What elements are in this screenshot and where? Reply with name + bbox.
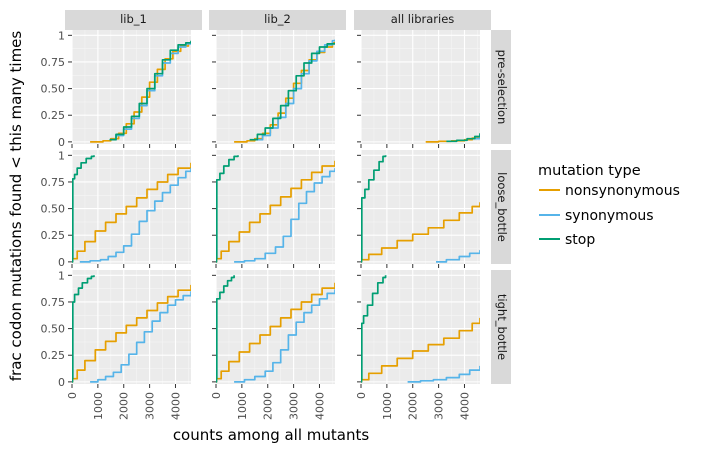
panel-background bbox=[361, 150, 480, 264]
panel-all-libraries-loose-bottle bbox=[360, 150, 480, 264]
y-tick-label: 0.25 bbox=[41, 109, 66, 122]
x-tick-label: 1000 bbox=[236, 392, 249, 420]
strip-bg-col-all-libraries bbox=[354, 10, 491, 30]
axes-layer: 00.250.500.75100.250.500.75100.250.500.7… bbox=[41, 29, 472, 420]
panel-background bbox=[216, 30, 335, 144]
strip-bg-row-pre-selection bbox=[491, 30, 511, 144]
panel-background bbox=[216, 150, 335, 264]
series-line-nonsynonymous bbox=[72, 284, 191, 383]
series-line-stop bbox=[361, 275, 387, 383]
strip-row-loose-bottle: loose_bottle bbox=[495, 172, 509, 242]
x-tick-label: 2000 bbox=[118, 392, 131, 420]
y-tick-label: 0.75 bbox=[41, 176, 66, 189]
panel-all-libraries-pre-selection bbox=[360, 30, 480, 144]
series-line-stop bbox=[446, 133, 480, 143]
y-tick-label: 0.50 bbox=[41, 203, 66, 216]
series-line-synonymous bbox=[474, 134, 480, 140]
strip-bg-row-loose-bottle bbox=[491, 150, 511, 264]
panel-lib-2-pre-selection bbox=[215, 30, 335, 144]
panels-layer bbox=[71, 30, 480, 384]
series-line-stop bbox=[361, 155, 387, 263]
x-tick-label: 2000 bbox=[262, 392, 275, 420]
legend-label-nonsynonymous: nonsynonymous bbox=[565, 183, 680, 199]
y-tick-label: 1 bbox=[58, 269, 65, 282]
series-line-synonymous bbox=[90, 291, 191, 383]
facet-strips: lib_1 lib_2 all libraries pre-selection … bbox=[65, 10, 511, 384]
series-line-stop bbox=[72, 155, 95, 263]
y-tick-label: 1 bbox=[58, 29, 65, 42]
series-line-stop bbox=[72, 275, 95, 383]
strip-bg-col-lib-1 bbox=[65, 10, 202, 30]
series-line-stop bbox=[216, 155, 239, 263]
panel-background bbox=[361, 30, 480, 144]
x-tick-label: 4000 bbox=[314, 392, 327, 420]
panel-background bbox=[361, 270, 480, 384]
series-line-nonsynonymous bbox=[216, 160, 335, 263]
x-tick-label: 4000 bbox=[459, 392, 472, 420]
x-axis-title: counts among all mutants bbox=[173, 426, 370, 444]
series-line-synonymous bbox=[436, 250, 480, 263]
strip-bg-row-tight-bottle bbox=[491, 270, 511, 384]
series-line-stop bbox=[216, 275, 235, 383]
series-line-nonsynonymous bbox=[72, 162, 191, 263]
y-tick-label: 0 bbox=[58, 136, 65, 149]
y-tick-label: 0 bbox=[58, 256, 65, 269]
series-line-stop bbox=[249, 42, 335, 141]
legend-title: mutation type bbox=[538, 163, 641, 179]
series-line-nonsynonymous bbox=[361, 317, 480, 383]
legend-label-synonymous: synonymous bbox=[565, 208, 654, 224]
panel-lib-1-loose-bottle bbox=[71, 150, 191, 264]
x-tick-label: 2000 bbox=[407, 392, 420, 420]
series-line-nonsynonymous bbox=[216, 282, 335, 383]
legend-label-stop: stop bbox=[565, 232, 595, 248]
y-tick-label: 1 bbox=[58, 149, 65, 162]
series-line-nonsynonymous bbox=[361, 202, 480, 263]
series-line-synonymous bbox=[79, 168, 191, 263]
y-tick-label: 0.25 bbox=[41, 229, 66, 242]
x-tick-label: 1000 bbox=[381, 392, 394, 420]
x-tick-label: 0 bbox=[210, 392, 223, 399]
strip-col-lib-2: lib_2 bbox=[264, 12, 291, 26]
y-tick-label: 0.75 bbox=[41, 296, 66, 309]
legend: mutation type nonsynonymous synonymous s… bbox=[538, 163, 680, 248]
panel-lib-2-tight-bottle bbox=[215, 270, 335, 384]
x-tick-label: 3000 bbox=[288, 392, 301, 420]
series-line-synonymous bbox=[234, 289, 335, 383]
x-tick-label: 3000 bbox=[433, 392, 446, 420]
strip-col-lib-1: lib_1 bbox=[120, 12, 147, 26]
y-axis-title: frac codon mutations found < this many t… bbox=[7, 31, 25, 382]
y-tick-label: 0.75 bbox=[41, 56, 66, 69]
y-tick-label: 0.50 bbox=[41, 83, 66, 96]
panel-lib-1-pre-selection bbox=[71, 30, 191, 144]
y-tick-label: 0.25 bbox=[41, 349, 66, 362]
panel-background bbox=[72, 270, 191, 384]
y-tick-label: 0.50 bbox=[41, 323, 66, 336]
strip-row-pre-selection: pre-selection bbox=[495, 50, 509, 125]
panel-lib-2-loose-bottle bbox=[215, 150, 335, 264]
x-tick-label: 1000 bbox=[92, 392, 105, 420]
strip-bg-col-lib-2 bbox=[209, 10, 346, 30]
x-tick-label: 0 bbox=[355, 392, 368, 399]
x-tick-label: 4000 bbox=[170, 392, 183, 420]
series-line-stop bbox=[109, 40, 191, 141]
series-line-synonymous bbox=[407, 365, 480, 383]
panel-lib-1-tight-bottle bbox=[71, 270, 191, 384]
strip-col-all-libraries: all libraries bbox=[391, 12, 455, 26]
strip-row-tight-bottle: tight_bottle bbox=[495, 294, 509, 360]
x-tick-label: 3000 bbox=[144, 392, 157, 420]
panel-all-libraries-tight-bottle bbox=[360, 270, 480, 384]
series-line-synonymous bbox=[234, 168, 335, 263]
y-tick-label: 0 bbox=[58, 376, 65, 389]
x-tick-label: 0 bbox=[66, 392, 79, 399]
